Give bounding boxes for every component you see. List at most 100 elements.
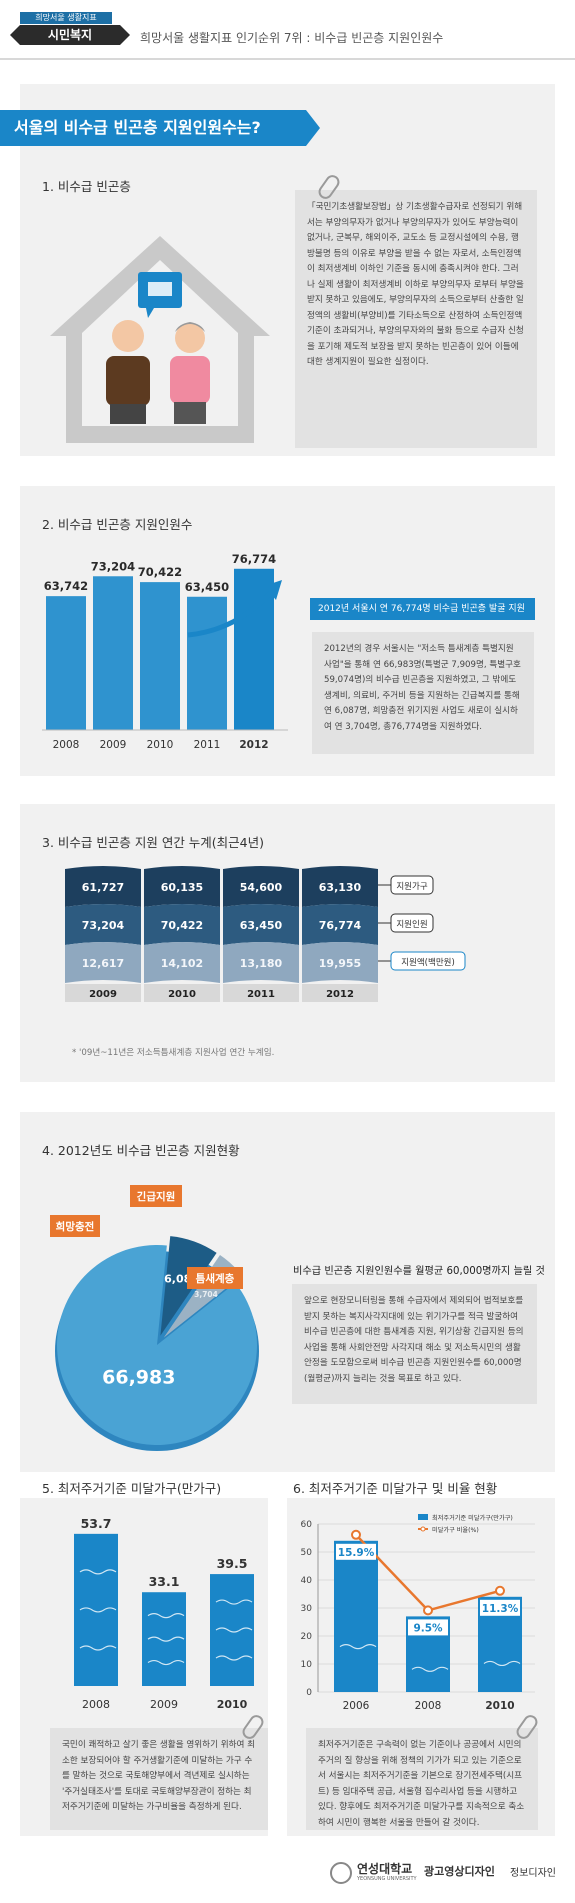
legend-label: 지원인원 — [396, 919, 427, 930]
pie-legend-tag — [130, 1185, 182, 1207]
bar-wave-decoration — [79, 1569, 117, 1575]
table-cell-value: 19,955 — [319, 957, 361, 970]
man-body-icon — [106, 356, 150, 406]
x-tick-label: 2009 — [100, 739, 127, 751]
x-tick-label: 2010 — [217, 1698, 248, 1711]
ratio-value-label: 15.9% — [338, 1547, 375, 1559]
section5-title: 5. 최저주거기준 미달가구(만가구) — [42, 1481, 222, 1496]
y-tick-label: 30 — [301, 1604, 313, 1614]
year-cell — [223, 984, 299, 1002]
x-tick-label: 2010 — [485, 1700, 514, 1712]
legend-tag — [390, 951, 466, 971]
table-cell-value: 14,102 — [161, 957, 203, 970]
ratio-value-label: 9.5% — [413, 1622, 443, 1634]
section4-textbox: 앞으로 현장모니터링을 통해 수급자에서 제외되어 법적보호를 받지 못하는 복… — [292, 1284, 537, 1404]
table-cell-value: 60,135 — [161, 881, 203, 894]
bar-value-label: 70,422 — [138, 565, 182, 579]
legend-label: 미달가구 비율(%) — [432, 1526, 479, 1534]
table-cell — [144, 942, 220, 983]
table-cell — [65, 942, 141, 983]
pie-legend-tag — [50, 1215, 100, 1237]
table-cell-value: 76,774 — [319, 919, 362, 932]
section4-headline: 비수급 빈곤층 지원인원수를 월평균 60,000명까지 늘릴 것 — [293, 1266, 545, 1277]
section2-textbox: 2012년의 경우 서울시는 "저소득 틈새계층 특별지원 사업"을 통해 연 … — [312, 632, 534, 754]
woman-head-icon — [175, 323, 205, 353]
legend-tag — [390, 875, 434, 895]
money-icon — [148, 282, 172, 296]
bar-wave-decoration — [79, 1645, 117, 1651]
table-cell-value: 12,617 — [82, 957, 124, 970]
section2-title: 2. 비수급 빈곤층 지원인원수 — [42, 517, 193, 532]
bar-wave-decoration — [411, 1666, 449, 1672]
pie-legend-label: 긴급지원 — [137, 1190, 176, 1203]
annual-cumulative-chart: 61,727 60,135 54,600 63,130 지원가구 73,204 70,422… — [65, 866, 466, 1002]
substandard-households-chart: 53.7 2008 33.1 2009 39.5 2010 — [74, 1516, 254, 1711]
table-cell — [302, 942, 378, 983]
table-cell — [65, 866, 141, 907]
x-tick-label: 2011 — [247, 989, 275, 1000]
table-cell-value: 13,180 — [240, 957, 283, 970]
table-cell — [302, 866, 378, 907]
table-cell — [223, 904, 299, 945]
legend-tag — [390, 913, 434, 933]
arrow-head-icon — [264, 580, 282, 600]
bar-2011 — [187, 596, 227, 730]
ratio-label-box — [480, 1599, 520, 1616]
bar-wave-decoration — [215, 1599, 253, 1605]
bar-2009 — [142, 1592, 186, 1686]
bar-wave-decoration — [147, 1613, 185, 1619]
x-tick-label: 2009 — [150, 1698, 178, 1711]
header-badge-small: 희망서울 생활지표 — [20, 12, 112, 24]
header-subtitle: 희망서울 생활지표 인기순위 7위 : 비수급 빈곤층 지원인원수 — [140, 31, 444, 45]
bar-value-label: 73,204 — [91, 559, 135, 573]
table-cell-value: 70,422 — [161, 919, 203, 932]
ratio-point — [423, 1605, 433, 1616]
ratio-label-box — [336, 1543, 376, 1560]
woman-body-icon — [170, 356, 210, 404]
table-cell-value: 54,600 — [240, 881, 283, 894]
table-cell-value: 61,727 — [82, 881, 124, 894]
legend-label: 지원액(백만원) — [401, 957, 455, 968]
bar-2010 — [210, 1574, 254, 1686]
y-tick-label: 40 — [301, 1576, 313, 1586]
x-tick-label: 2010 — [168, 989, 196, 1000]
section1-title: 1. 비수급 빈곤층 — [42, 179, 131, 194]
bar-value-label: 63,450 — [185, 580, 229, 594]
section6-textbox: 최저주거기준은 구속력이 없는 기준이나 공공에서 시민의 주거의 질 향상을 … — [306, 1728, 538, 1830]
table-cell — [65, 904, 141, 945]
ratio-point — [495, 1585, 505, 1596]
ratio-point — [351, 1529, 361, 1540]
bar-wave-decoration — [215, 1655, 253, 1661]
footer-university-en: YEONSUNG UNIVERSITY — [357, 1876, 417, 1882]
section1-textbox: 「국민기초생활보장법」상 기초생활수급자로 선정되기 위해서는 부양의무자가 없… — [295, 190, 537, 448]
x-tick-label: 2008 — [82, 1698, 110, 1711]
y-tick-label: 20 — [301, 1632, 313, 1642]
header-badge-main: 시민복지 — [10, 25, 130, 45]
bar-value-label: 53.7 — [81, 1516, 112, 1531]
pie-legend-label: 희망충전 — [56, 1220, 95, 1233]
bar-wave-decoration — [339, 1644, 377, 1650]
table-cell — [223, 866, 299, 907]
x-tick-label: 2008 — [415, 1700, 442, 1712]
pie-legend-tag — [187, 1267, 243, 1289]
header-divider — [0, 58, 575, 60]
bar-value-label: 63,742 — [44, 579, 88, 593]
pie-value-label: 66,983 — [102, 1366, 175, 1388]
bar-2008 — [74, 1533, 118, 1686]
bar-2010 — [140, 582, 180, 730]
bar-value-label: 33.1 — [149, 1574, 180, 1589]
bar-value-label: 76,774 — [232, 552, 276, 566]
bar-wave-decoration — [483, 1660, 521, 1667]
y-tick-label: 0 — [306, 1688, 312, 1698]
section6-title: 6. 최저주거기준 미달가구 및 비율 현황 — [293, 1481, 498, 1496]
bar-2009 — [93, 576, 133, 730]
legend-label: 최저주거기준 미달가구(만가구) — [432, 1514, 513, 1522]
university-logo-icon — [330, 1862, 352, 1884]
table-cell-value: 63,450 — [240, 919, 283, 932]
bar-wave-decoration — [147, 1636, 185, 1642]
substandard-ratio-chart: 0 10 20 30 40 50 60 2006 2008 2010 15.9% 9.5% 11.3% 최… — [301, 1514, 535, 1712]
legend-bar-swatch — [418, 1514, 428, 1520]
y-tick-label: 60 — [301, 1520, 313, 1530]
bar-value-label: 39.5 — [217, 1556, 248, 1571]
